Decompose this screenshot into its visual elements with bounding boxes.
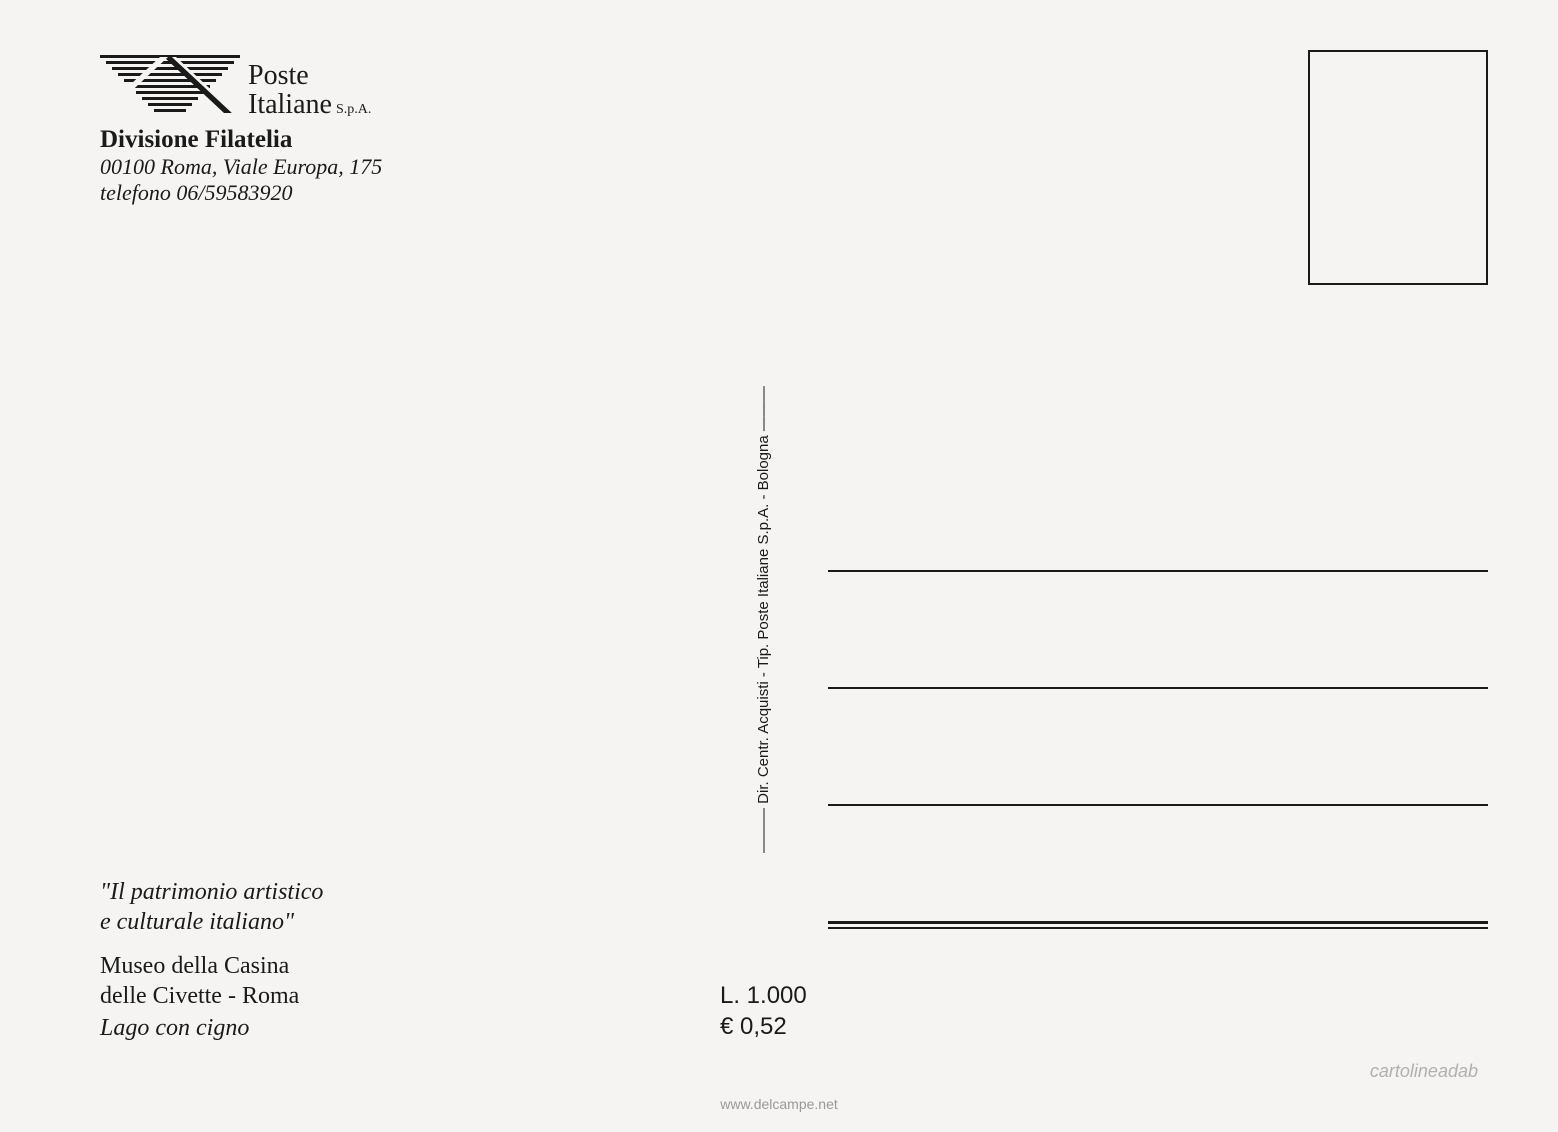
header-block: Poste Italiane S.p.A. Divisione Filatelia…	[100, 55, 382, 206]
printer-credit-vertical: ——— Dir. Centr. Acquisti - Tip. Poste It…	[755, 380, 772, 860]
price-lire: L. 1.000	[720, 980, 807, 1011]
description-block: "Il patrimonio artistico e culturale ita…	[100, 877, 323, 1042]
address-line-3	[828, 804, 1488, 806]
address-line-4	[828, 921, 1488, 929]
address-text: 00100 Roma, Viale Europa, 175	[100, 154, 382, 180]
phone-text: telefono 06/59583920	[100, 180, 382, 206]
address-lines-container	[828, 570, 1488, 929]
logo-text-line2: Italiane S.p.A.	[248, 90, 371, 119]
stamp-placeholder-box	[1308, 50, 1488, 285]
collection-quote: "Il patrimonio artistico e culturale ita…	[100, 877, 323, 937]
poste-italiane-logo-icon	[100, 55, 240, 117]
price-euro: € 0,52	[720, 1011, 807, 1042]
logo-italiane: Italiane	[248, 89, 332, 120]
logo-spa: S.p.A.	[336, 102, 371, 117]
museum-line2: delle Civette - Roma	[100, 983, 299, 1009]
division-text: Divisione Filatelia	[100, 126, 382, 154]
museum-name: Museo della Casina delle Civette - Roma	[100, 951, 323, 1011]
quote-line2: e culturale italiano"	[100, 909, 294, 935]
logo-text-line1: Poste	[248, 61, 371, 90]
price-block: L. 1.000 € 0,52	[720, 980, 807, 1042]
watermark-center: www.delcampe.net	[720, 1096, 838, 1112]
postcard-container: Poste Italiane S.p.A. Divisione Filatelia…	[0, 0, 1558, 1132]
logo-text-block: Poste Italiane S.p.A.	[248, 55, 371, 120]
artwork-title: Lago con cigno	[100, 1015, 323, 1042]
address-line-2	[828, 687, 1488, 689]
museum-line1: Museo della Casina	[100, 953, 289, 979]
logo-row: Poste Italiane S.p.A.	[100, 55, 382, 120]
address-line-1	[828, 570, 1488, 572]
quote-line1: "Il patrimonio artistico	[100, 879, 323, 905]
watermark-right: cartolineadab	[1370, 1061, 1478, 1082]
